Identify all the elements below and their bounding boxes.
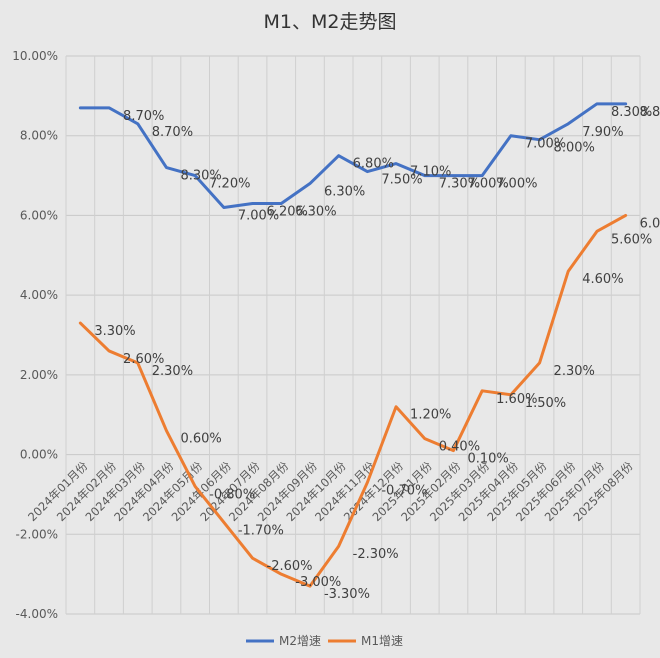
data-label-m1: -1.70% — [238, 523, 284, 538]
data-label-m2: 8.00% — [554, 141, 595, 156]
data-label-m1: -0.70% — [381, 483, 427, 498]
y-tick-label: -2.00% — [16, 527, 58, 541]
data-label-m1: 3.30% — [94, 324, 135, 339]
legend-label-m1: M1增速 — [361, 634, 403, 648]
data-label-m1: 1.20% — [410, 408, 451, 423]
legend: M2增速 M1增速 — [246, 634, 403, 648]
data-label-m2: 6.30% — [295, 204, 336, 219]
data-label-m1: 0.60% — [180, 432, 221, 447]
y-axis: 10.00% 8.00% 6.00% 4.00% 2.00% 0.00% -2.00% -4.… — [12, 49, 58, 621]
data-label-m1: 0.10% — [467, 452, 508, 467]
data-label-m2: 6.20% — [267, 204, 308, 219]
data-label-m2: 7.00% — [467, 177, 508, 192]
series-line-m1 — [78, 213, 628, 588]
y-tick-label: 10.00% — [12, 49, 58, 63]
data-label-m2: 8.70% — [152, 125, 193, 140]
data-label-m1: 0.40% — [439, 440, 480, 455]
data-label-m2: 6.30% — [324, 185, 365, 200]
data-label-m2: 7.90% — [582, 125, 623, 140]
legend-label-m2: M2增速 — [279, 634, 321, 648]
data-label-m1: 4.60% — [582, 272, 623, 287]
data-label-m1: 2.60% — [123, 352, 164, 367]
data-label-m1: 1.50% — [525, 396, 566, 411]
data-label-m1: 6.00% — [640, 216, 660, 231]
data-label-m1: 5.60% — [611, 232, 652, 247]
data-label-m2: 8.80% — [640, 105, 660, 120]
data-label-m2: 6.80% — [353, 157, 394, 172]
data-label-m2: 7.00% — [525, 137, 566, 152]
y-tick-label: 8.00% — [20, 129, 58, 143]
data-label-m1: 2.30% — [152, 364, 193, 379]
data-label-m2: 7.30% — [439, 177, 480, 192]
data-label-m1: -3.30% — [324, 587, 370, 602]
data-label-m1: -0.80% — [209, 487, 255, 502]
data-label-m2: 7.20% — [209, 177, 250, 192]
y-tick-label: 4.00% — [20, 288, 58, 302]
series-line-m2 — [78, 102, 628, 209]
y-tick-label: -4.00% — [16, 607, 58, 621]
y-tick-label: 0.00% — [20, 448, 58, 462]
data-label-m1: -2.60% — [267, 559, 313, 574]
data-label-m2: 7.00% — [238, 208, 279, 223]
data-label-m1: 2.30% — [554, 364, 595, 379]
series-layer — [78, 102, 628, 588]
data-label-m2: 8.70% — [123, 109, 164, 124]
y-tick-label: 6.00% — [20, 208, 58, 222]
data-label-m1: -2.30% — [353, 547, 399, 562]
data-label-m2: 7.00% — [496, 177, 537, 192]
data-label-m2: 8.30% — [611, 105, 652, 120]
chart-title: M1、M2走势图 — [264, 11, 397, 33]
y-tick-label: 2.00% — [20, 368, 58, 382]
data-label-m2: 7.10% — [410, 165, 451, 180]
data-label-m1: 1.60% — [496, 392, 537, 407]
data-label-m2: 7.50% — [381, 173, 422, 188]
data-label-layer: 8.70%8.70%8.30%7.20%7.00%6.20%6.30%6.30%… — [94, 105, 660, 602]
data-label-m1: -3.00% — [295, 575, 341, 590]
data-label-m2: 8.30% — [180, 169, 221, 184]
